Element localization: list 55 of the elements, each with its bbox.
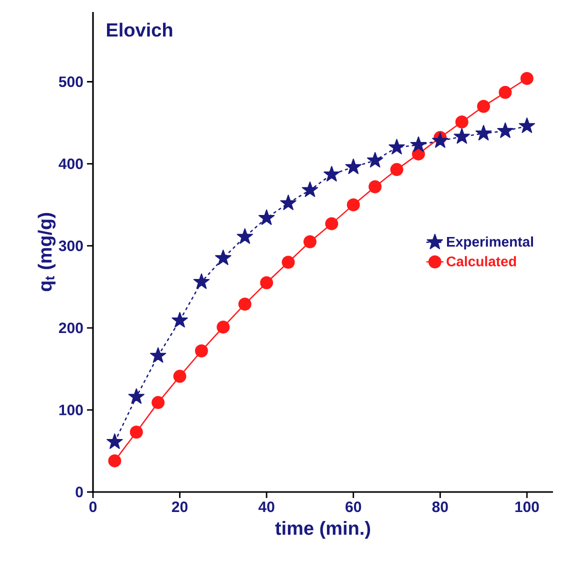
- point: [410, 136, 427, 152]
- x-axis-title: time (min.): [275, 521, 370, 539]
- y-tick-label: 0: [76, 486, 83, 498]
- point: [152, 396, 165, 410]
- point: [108, 454, 122, 468]
- x-tick-label: 20: [172, 502, 188, 512]
- point: [173, 370, 186, 383]
- point: [172, 312, 188, 328]
- y-tick-label: 300: [58, 240, 83, 252]
- point: [260, 276, 274, 290]
- y-tick-label: 100: [59, 404, 83, 416]
- y-tick-label: 400: [58, 158, 83, 170]
- x-tick-label: 0: [89, 502, 97, 512]
- point: [215, 250, 232, 266]
- point: [236, 228, 253, 244]
- point: [477, 100, 490, 113]
- x-tick-label: 80: [432, 502, 448, 512]
- point: [303, 235, 316, 248]
- point: [216, 320, 230, 334]
- point: [497, 122, 514, 138]
- point: [455, 115, 468, 128]
- y-tick-label: 200: [58, 322, 83, 334]
- x-tick-label: 100: [515, 502, 539, 512]
- point: [498, 86, 512, 99]
- x-tick-label: 40: [258, 502, 274, 512]
- point: [366, 152, 384, 168]
- point: [106, 433, 123, 449]
- point: [130, 426, 143, 439]
- legend-label: Calculated: [446, 256, 516, 266]
- point: [388, 138, 405, 154]
- chart-title: Elovich: [107, 22, 172, 37]
- point: [238, 298, 252, 311]
- y-tick-label: 500: [58, 76, 83, 88]
- point: [520, 72, 534, 85]
- point: [368, 180, 382, 194]
- point: [346, 198, 360, 212]
- point: [194, 344, 208, 358]
- point: [518, 118, 536, 134]
- point: [258, 209, 275, 225]
- point: [150, 347, 166, 363]
- y-axis-title: q$_{t}$ (mg/g): [38, 213, 56, 292]
- point: [432, 132, 448, 148]
- legend-label: Experimental: [447, 236, 533, 250]
- point: [280, 194, 296, 210]
- x-tick-label: 60: [346, 502, 362, 512]
- point: [282, 256, 295, 269]
- point: [325, 217, 338, 230]
- point: [345, 158, 362, 174]
- point: [128, 388, 145, 404]
- point: [454, 128, 470, 144]
- point: [324, 166, 340, 182]
- point: [475, 124, 492, 140]
- point: [193, 273, 210, 289]
- point: [390, 163, 404, 176]
- point: [302, 182, 318, 198]
